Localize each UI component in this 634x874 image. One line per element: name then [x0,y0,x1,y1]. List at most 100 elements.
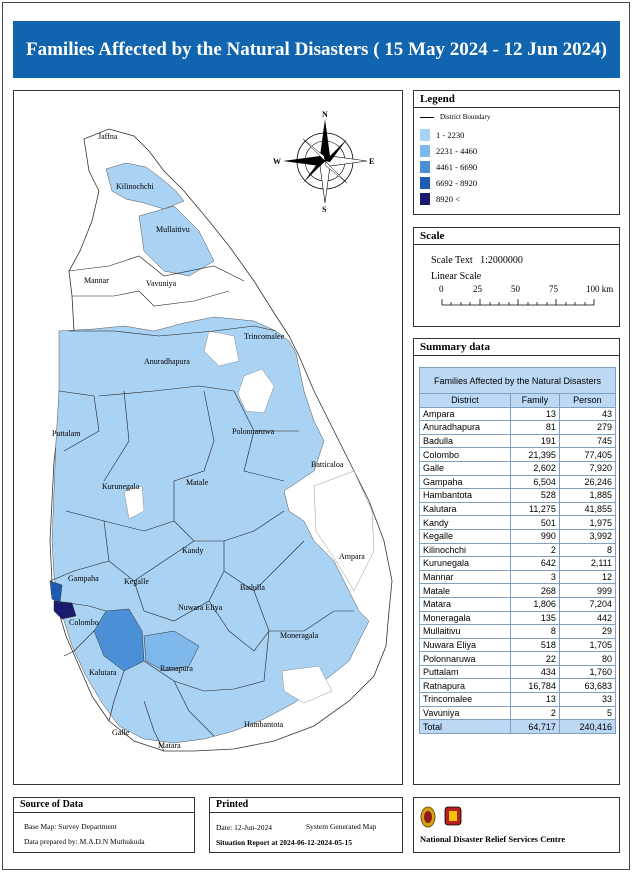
legend-class-2: 4461 - 6690 [420,161,477,173]
person-cell: 745 [558,433,617,449]
legend-class-3: 6692 - 8920 [420,177,477,189]
map-title: Families Affected by the Natural Disaste… [25,38,607,60]
district-label: Moneragala [280,631,319,640]
person-cell: 999 [558,583,617,598]
person-cell: 7,920 [558,460,617,476]
compass-s: S [322,205,327,214]
compass-w: W [273,157,281,166]
district-boundaries [49,255,354,752]
table-row: Kalutara 11,275 41,855 [419,501,617,517]
table-row: Galle 2,602 7,920 [419,460,617,476]
district-cell: Hambantota [419,488,511,503]
district-label: Ampara [339,552,365,561]
source-heading: Source of Data [14,798,194,813]
linear-scale-label: Linear Scale [431,271,482,282]
table-row: Colombo 21,395 77,405 [419,447,617,462]
boundary-line-icon [420,116,434,118]
col-family: Family [509,393,560,408]
district-ratnapura-fill [143,630,200,672]
family-cell: 501 [509,515,560,530]
family-cell: 135 [509,610,560,626]
unaffected-hole [313,470,375,592]
district-label: Jaffna [98,132,118,141]
person-cell: 7,204 [558,596,617,612]
table-row: Ampara 13 43 [419,406,617,422]
district-label: Gampaha [68,574,99,583]
printed-situation: Situation Report at 2024-06-12-2024-05-1… [216,838,353,847]
table-row: Polonnaruwa 22 80 [419,651,617,666]
compass-e: E [369,157,374,166]
person-cell: 33 [558,692,617,707]
district-label: Kandy [182,546,203,555]
family-cell: 13 [509,692,560,707]
svg-text:75: 75 [549,284,559,294]
table-row: Puttalam 434 1,760 [419,664,617,680]
table-row: Gampaha 6,504 26,246 [419,474,617,490]
district-cell: Vavuniya [419,705,511,721]
district-cell: Galle [419,460,511,476]
summary-panel: Summary data Families Affected by the Na… [413,338,620,785]
person-cell: 2,111 [558,556,617,571]
family-cell: 990 [509,528,560,544]
family-cell: 268 [509,583,560,598]
district-cell: Anuradhapura [419,420,511,435]
person-cell: 77,405 [558,447,617,462]
unaffected-hole [237,368,275,414]
family-cell: 2 [509,705,560,721]
table-row: Kandy 501 1,975 [419,515,617,530]
family-cell: 2 [509,542,560,558]
table-row: Mannar 3 12 [419,569,617,585]
family-cell: 642 [509,556,560,571]
person-cell: 80 [558,651,617,666]
person-cell: 26,246 [558,474,617,490]
unaffected-hole [203,330,240,367]
district-label: Kurunegala [102,482,140,491]
person-cell: 3,992 [558,528,617,544]
table-row: Kilinochchi 2 8 [419,542,617,558]
district-cell: Badulla [419,433,511,449]
district-label: Mannar [84,276,109,285]
district-label: Ratnapura [160,664,193,673]
north-arrow-icon: N E S W [273,110,374,214]
map-frame: N E S W Jaffna Kilinochchi Mullaitivu Manna… [13,90,403,785]
legend-heading: Legend [414,91,619,108]
table-row: Anuradhapura 81 279 [419,420,617,435]
district-label: Matara [158,741,181,750]
summary-table: Families Affected by the Natural Disaste… [419,367,617,734]
family-cell: 22 [509,651,560,666]
district-kalutara-fill [93,608,145,672]
district-label: Kilinochchi [116,182,155,191]
north-patch [105,162,185,210]
compass-n: N [322,110,328,119]
legend-swatch [420,177,430,189]
col-person: Person [558,393,617,408]
legend-swatch [420,161,430,173]
total-label: Total [419,719,511,734]
district-cell: Matara [419,596,511,612]
district-label: Vavuniya [146,279,177,288]
person-cell: 279 [558,420,617,435]
table-row: Kegalle 990 3,992 [419,528,617,544]
district-label: Kegalle [124,577,149,586]
district-labels: Jaffna Kilinochchi Mullaitivu Mannar Vavuniy… [52,132,365,750]
district-cell: Moneragala [419,610,511,626]
family-cell: 1,806 [509,596,560,612]
summary-heading: Summary data [414,339,619,356]
legend-swatch [420,129,430,141]
total-family: 64,717 [509,719,560,734]
district-cell: Kalutara [419,501,511,517]
district-cell: Trincomalee [419,692,511,707]
person-cell: 43 [558,406,617,422]
family-cell: 528 [509,488,560,503]
agency-name: National Disaster Relief Services Centre [420,834,566,844]
table-row: Moneragala 135 442 [419,610,617,626]
scale-text-row: Scale Text 1:2000000 [431,255,523,266]
table-row: Kurunegala 642 2,111 [419,556,617,571]
district-label: Colombo [69,618,99,627]
table-row: Mullaitivu 8 29 [419,624,617,639]
person-cell: 442 [558,610,617,626]
family-cell: 81 [509,420,560,435]
district-label: Kalutara [89,668,117,677]
title-bar: Families Affected by the Natural Disaste… [13,21,620,78]
